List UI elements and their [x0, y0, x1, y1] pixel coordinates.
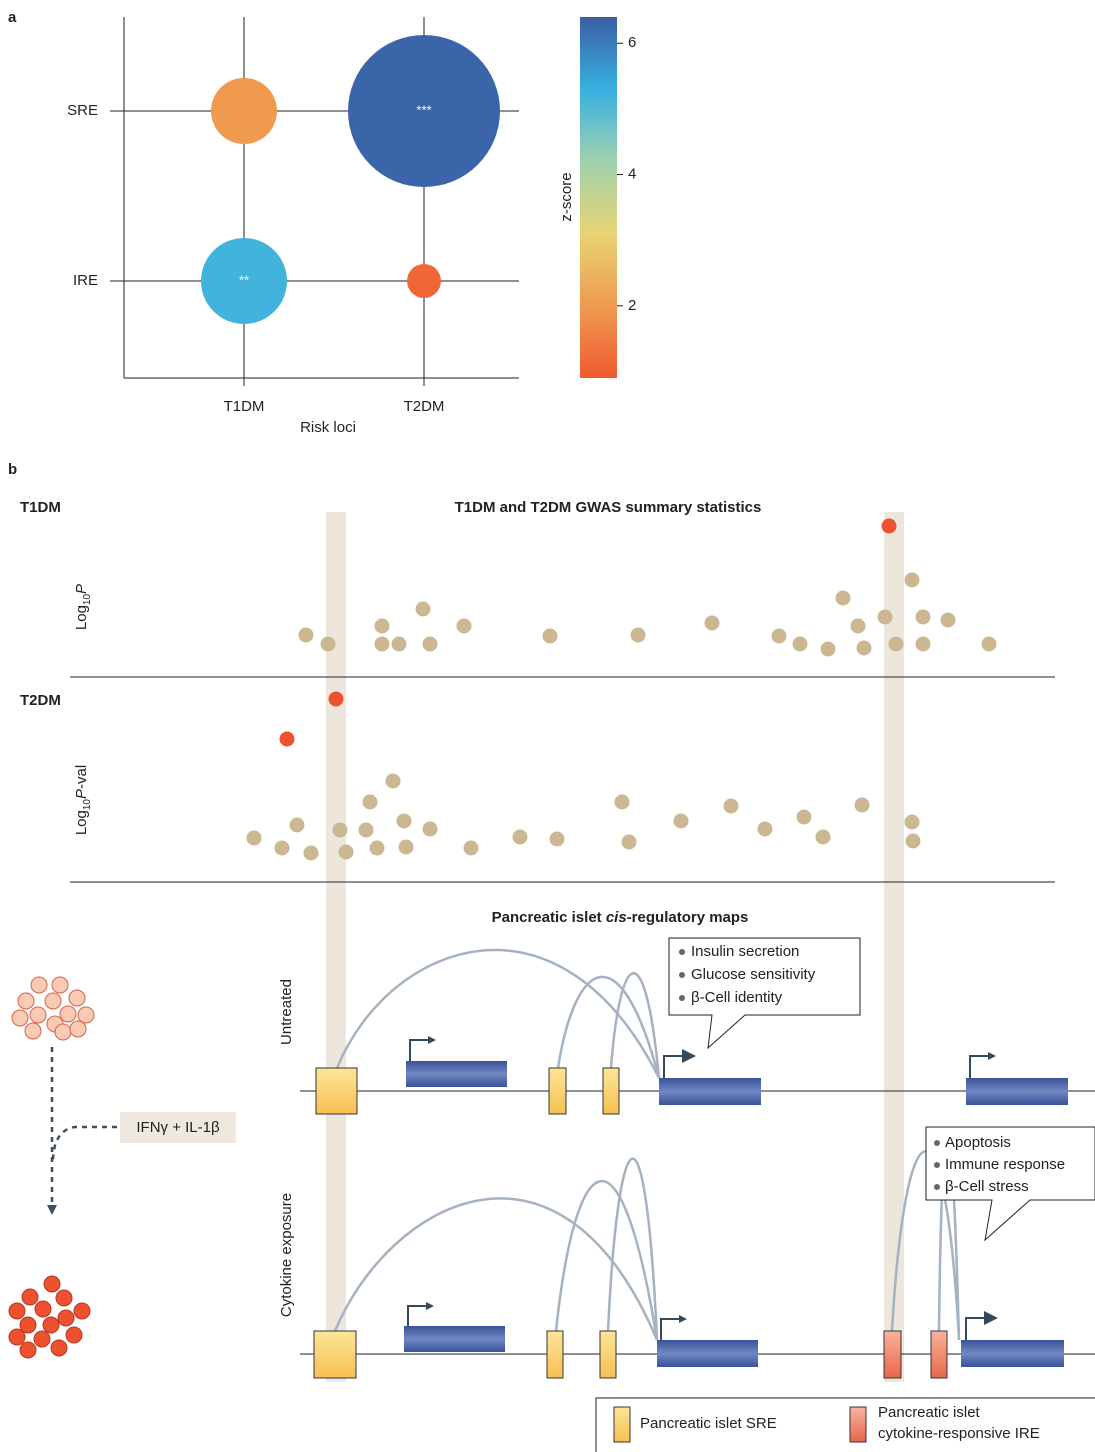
callout-item: β-Cell stress [945, 1178, 1029, 1195]
legend-swatch [614, 1407, 630, 1442]
track-label: T2DM [20, 692, 61, 709]
colorbar [580, 17, 617, 378]
bubble [407, 264, 441, 298]
treatment-connector [53, 1127, 117, 1160]
t2dm-snps [247, 692, 921, 861]
y-axis-title: Log10P-val [73, 765, 93, 835]
figure: a T1DMT2DMSREIRE246***** Risk loci z-sco… [0, 0, 1095, 1452]
callout-item: Immune response [945, 1156, 1065, 1173]
y-tick-label: SRE [67, 102, 98, 119]
legend-label: cytokine-responsive IRE [878, 1425, 1040, 1442]
title-part: Pancreatic islet [492, 909, 606, 926]
label-sub: 10 [82, 593, 93, 605]
bubble [211, 78, 277, 144]
condition-label: Cytokine exposure [278, 1193, 295, 1317]
x-tick-label: T1DM [224, 398, 265, 415]
condition-label: Untreated [278, 979, 295, 1045]
label-sub: 10 [82, 799, 93, 811]
treatment-label: IFNγ + IL-1β [136, 1119, 220, 1136]
cytokine-cells [9, 1276, 90, 1358]
label-var: P [73, 789, 90, 799]
title-part: cis [606, 909, 627, 926]
callout-item: β-Cell identity [691, 989, 783, 1006]
x-tick-label: T2DM [404, 398, 445, 415]
panel-label: a [8, 9, 17, 26]
callout-item: Glucose sensitivity [691, 966, 816, 983]
untreated-track [300, 938, 1095, 1114]
colorbar-label: z-score [558, 172, 575, 221]
y-axis-title: Log10P [73, 584, 93, 630]
title-part: -regulatory maps [627, 909, 749, 926]
y-tick-label: IRE [73, 272, 98, 289]
legend-label: Pancreatic islet [878, 1404, 981, 1421]
panel-label: b [8, 461, 17, 478]
section-title: T1DM and T2DM GWAS summary statistics [455, 499, 762, 516]
legend-swatch [850, 1407, 866, 1442]
colorbar-tick-label: 6 [628, 34, 636, 51]
colorbar-tick-label: 2 [628, 297, 636, 314]
callout-item: Insulin secretion [691, 943, 799, 960]
significance-label: *** [416, 102, 431, 117]
colorbar-tick-label: 4 [628, 165, 636, 182]
significance-label: ** [239, 272, 249, 287]
untreated-cells [12, 977, 94, 1040]
label-suffix: -val [73, 765, 90, 789]
label-base: Log [73, 605, 90, 630]
x-axis-title: Risk loci [300, 419, 356, 436]
section-title: Pancreatic islet cis-regulatory maps [492, 909, 749, 926]
callout-item: Apoptosis [945, 1134, 1011, 1151]
label-var: P [73, 584, 90, 594]
track-label: T1DM [20, 499, 61, 516]
legend-label: Pancreatic islet SRE [640, 1415, 777, 1432]
label-base: Log [73, 810, 90, 835]
